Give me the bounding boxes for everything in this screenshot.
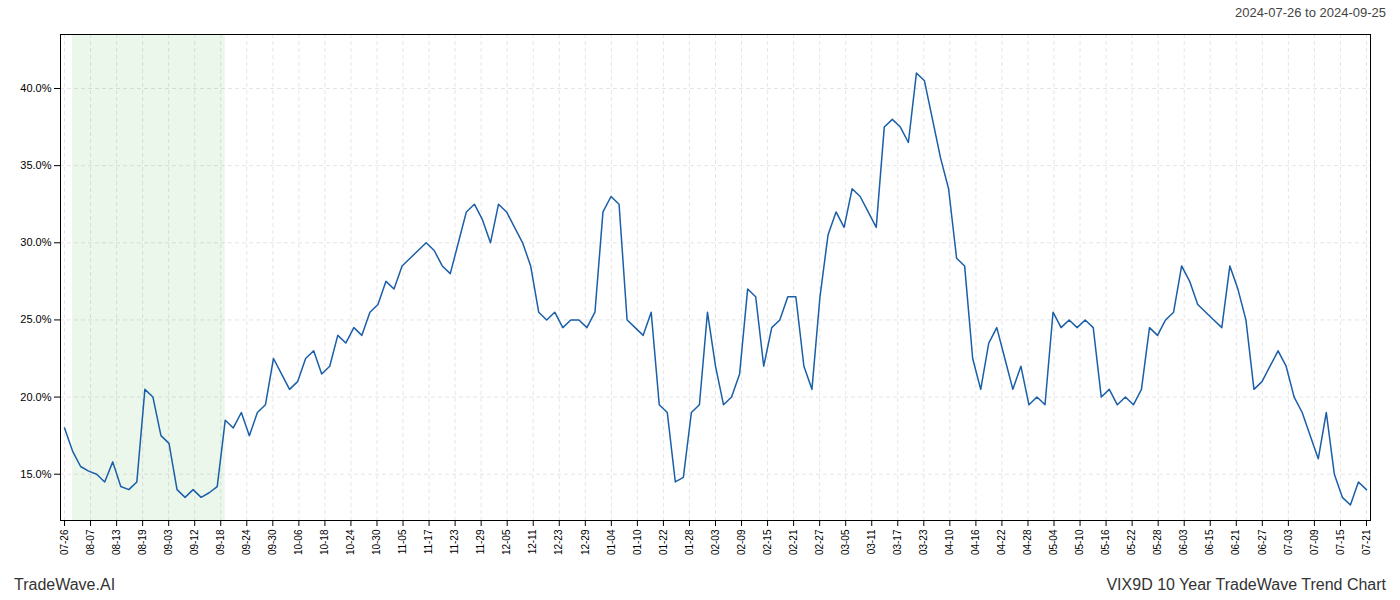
svg-text:03-05: 03-05 — [840, 529, 851, 555]
svg-text:04-16: 04-16 — [970, 529, 981, 555]
svg-text:10-06: 10-06 — [293, 529, 304, 555]
svg-text:01-04: 01-04 — [606, 529, 617, 555]
svg-text:06-27: 06-27 — [1257, 529, 1268, 555]
svg-text:08-07: 08-07 — [85, 529, 96, 555]
svg-text:25.0%: 25.0% — [20, 313, 51, 325]
svg-text:04-10: 04-10 — [944, 529, 955, 555]
svg-text:06-21: 06-21 — [1230, 529, 1241, 555]
svg-text:07-09: 07-09 — [1309, 529, 1320, 555]
svg-text:09-18: 09-18 — [215, 529, 226, 555]
svg-text:05-28: 05-28 — [1152, 529, 1163, 555]
html-text:TradeWave.AI: TradeWave.AI — [14, 576, 116, 593]
svg-text:40.0%: 40.0% — [20, 82, 51, 94]
svg-text:10-18: 10-18 — [319, 529, 330, 555]
svg-text:09-30: 09-30 — [267, 529, 278, 555]
svg-text:10-24: 10-24 — [345, 529, 356, 555]
svg-text:07-15: 07-15 — [1335, 529, 1346, 555]
svg-text:11-23: 11-23 — [449, 529, 460, 554]
svg-text:01-28: 01-28 — [684, 529, 695, 555]
svg-text:03-11: 03-11 — [866, 529, 877, 554]
svg-text:20.0%: 20.0% — [20, 391, 51, 403]
svg-text:11-05: 11-05 — [397, 529, 408, 554]
svg-text:07-03: 07-03 — [1283, 529, 1294, 555]
svg-text:09-24: 09-24 — [241, 529, 252, 555]
svg-text:06-15: 06-15 — [1204, 529, 1215, 555]
svg-text:15.0%: 15.0% — [20, 468, 51, 480]
svg-text:08-19: 08-19 — [137, 529, 148, 555]
svg-text:02-21: 02-21 — [788, 529, 799, 555]
svg-text:05-16: 05-16 — [1100, 529, 1111, 555]
svg-text:07-26: 07-26 — [59, 529, 70, 555]
svg-text:04-28: 04-28 — [1022, 529, 1033, 555]
svg-text:09-12: 09-12 — [189, 529, 200, 555]
svg-text:04-22: 04-22 — [996, 529, 1007, 555]
svg-text:12-23: 12-23 — [553, 529, 564, 555]
svg-text:35.0%: 35.0% — [20, 159, 51, 171]
svg-text:02-15: 02-15 — [762, 529, 773, 555]
svg-text:01-22: 01-22 — [658, 529, 669, 555]
svg-text:12-05: 12-05 — [501, 529, 512, 555]
svg-text:03-23: 03-23 — [918, 529, 929, 555]
svg-text:30.0%: 30.0% — [20, 236, 51, 248]
svg-text:09-03: 09-03 — [163, 529, 174, 555]
svg-text:05-22: 05-22 — [1126, 529, 1137, 555]
svg-text:02-27: 02-27 — [814, 529, 825, 555]
svg-text:06-03: 06-03 — [1178, 529, 1189, 555]
svg-text:02-03: 02-03 — [710, 529, 721, 555]
html-text:VIX9D 10 Year TradeWave Trend: VIX9D 10 Year TradeWave Trend Chart — [1106, 576, 1386, 593]
svg-text:10-30: 10-30 — [371, 529, 382, 555]
svg-text:12-11: 12-11 — [527, 529, 538, 554]
html-text:2024-07-26 to 2024-09-25: 2024-07-26 to 2024-09-25 — [1234, 4, 1386, 20]
svg-text:03-17: 03-17 — [892, 529, 903, 555]
svg-text:01-10: 01-10 — [632, 529, 643, 555]
svg-text:11-29: 11-29 — [475, 529, 486, 554]
svg-text:11-17: 11-17 — [423, 529, 434, 554]
svg-text:08-13: 08-13 — [111, 529, 122, 555]
svg-text:12-29: 12-29 — [580, 529, 591, 555]
svg-text:02-09: 02-09 — [736, 529, 747, 555]
svg-text:05-04: 05-04 — [1048, 529, 1059, 555]
svg-text:05-10: 05-10 — [1074, 529, 1085, 555]
svg-text:07-21: 07-21 — [1361, 529, 1372, 555]
